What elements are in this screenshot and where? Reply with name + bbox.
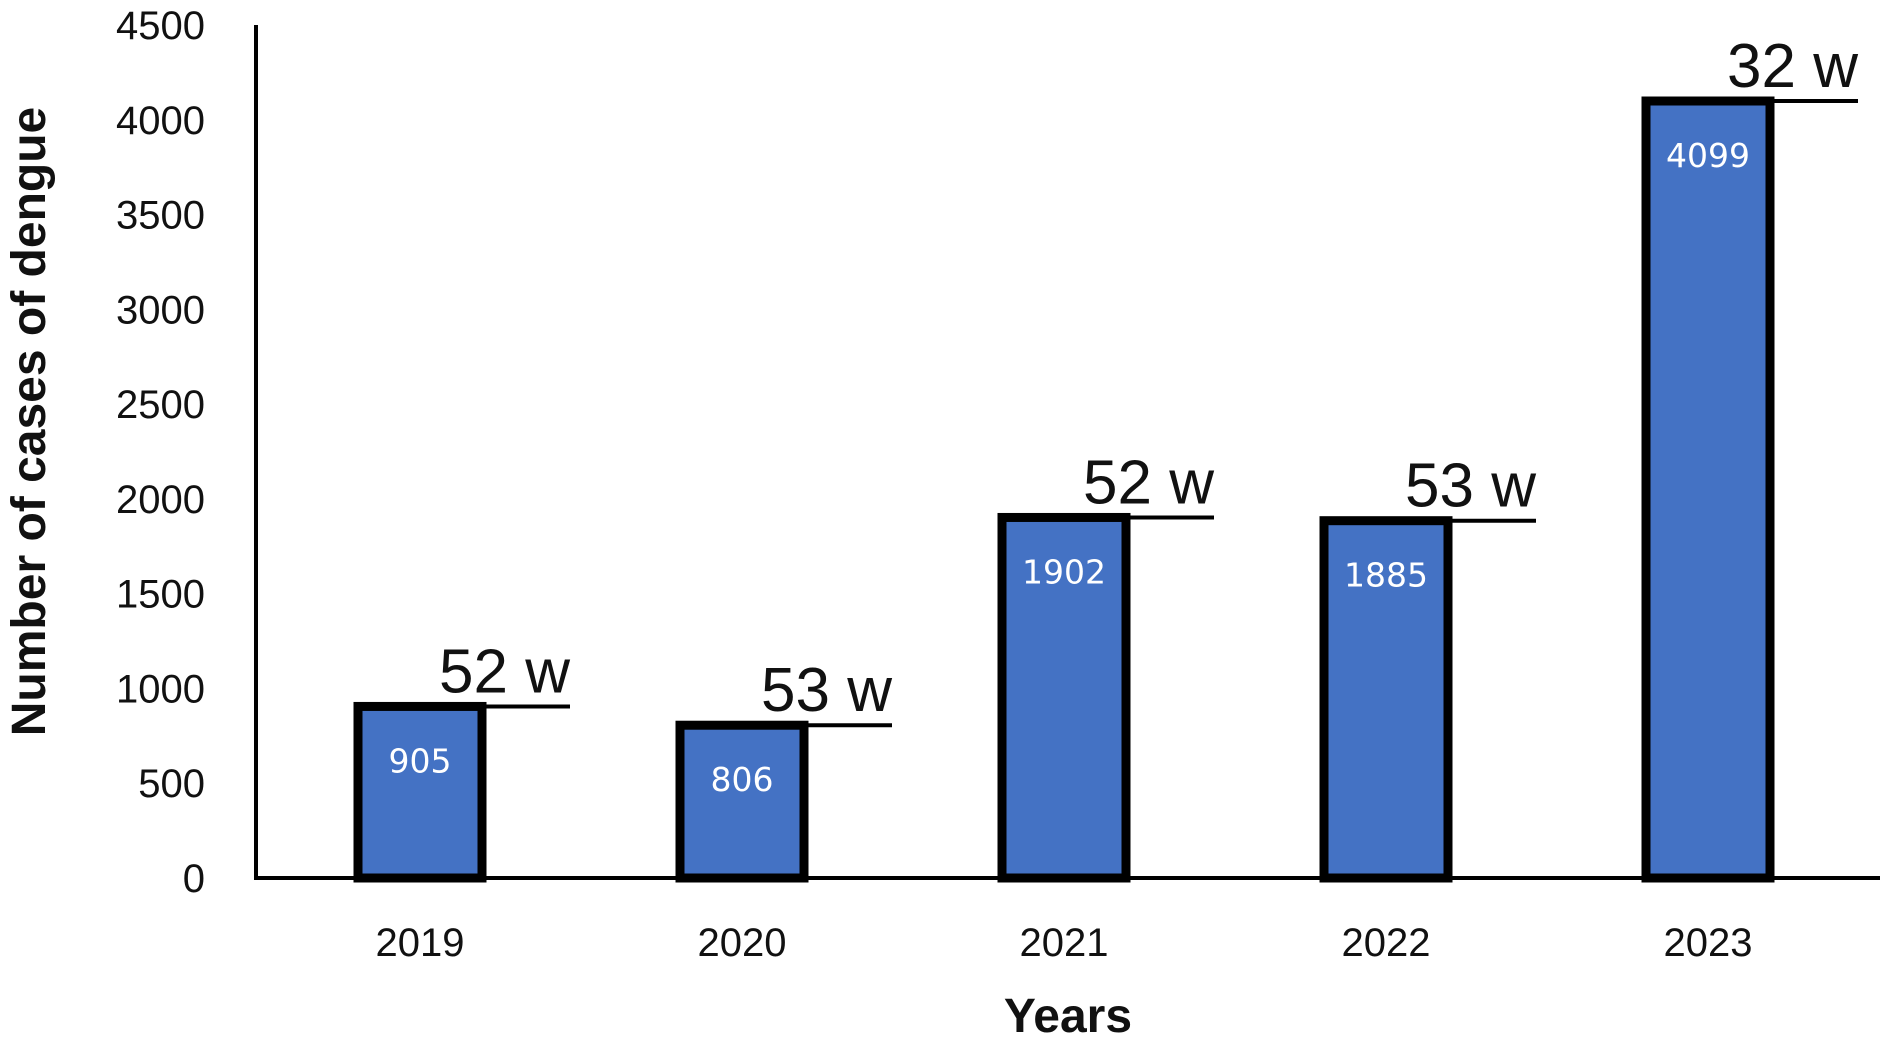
x-axis-title: Years [1004,990,1132,1041]
x-tick-label: 2023 [1664,921,1753,965]
week-annotation: 52 w [1083,448,1214,517]
y-tick-label: 0 [183,857,205,901]
y-tick-label: 500 [138,762,205,806]
bar-value-label: 4099 [1666,136,1750,175]
y-tick-label: 1000 [116,667,205,711]
x-tick-label: 2022 [1342,921,1431,965]
x-tick-label: 2019 [376,921,465,965]
y-tick-label: 3500 [116,194,205,238]
x-tick-label: 2020 [698,921,787,965]
y-tick-label: 4000 [116,99,205,143]
bar-value-label: 1885 [1344,556,1428,595]
x-axis-ticks: 2019 2020 2021 2022 2023 [376,921,1753,965]
week-annotation: 53 w [1405,452,1536,521]
x-tick-label: 2021 [1020,921,1109,965]
bar-2020 [680,725,804,878]
y-axis-title: Number of cases of dengue [3,107,56,736]
y-axis-ticks: 0 500 1000 1500 2000 2500 3000 3500 4000 4500 [116,4,205,901]
bar-value-label: 905 [389,741,452,780]
bar-value-label: 1902 [1022,552,1106,591]
week-annotation: 52 w [439,637,570,706]
week-annotation: 53 w [761,656,892,725]
bar-value-label: 806 [711,760,774,799]
y-tick-label: 2000 [116,478,205,522]
y-tick-label: 4500 [116,4,205,48]
week-annotation: 32 w [1727,32,1858,101]
bar-2019 [358,706,482,878]
y-tick-label: 3000 [116,288,205,332]
bars: 905 52 w 806 53 w 1902 52 w 1885 53 w 4099 32 w [358,32,1858,878]
y-tick-label: 1500 [116,573,205,617]
bar-2023 [1646,101,1770,878]
y-tick-label: 2500 [116,383,205,427]
